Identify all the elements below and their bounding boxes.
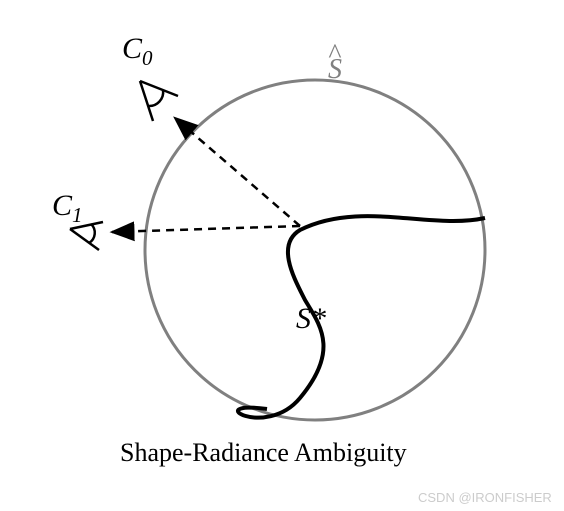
ray-c0 <box>175 118 300 226</box>
diagram-caption: Shape-Radiance Ambiguity <box>120 438 407 468</box>
circle-shat <box>145 80 485 420</box>
watermark-text: CSDN @IRONFISHER <box>418 490 552 505</box>
diagram-svg <box>0 0 564 511</box>
label-shat: S <box>328 54 342 86</box>
camera-c0-icon <box>140 81 178 121</box>
shape-radiance-diagram: C0 C1 S S* Shape-Radiance Ambiguity CSDN… <box>0 0 564 511</box>
ray-c1 <box>112 226 300 232</box>
label-c1: C1 <box>52 189 83 228</box>
s-star-curve <box>238 216 485 417</box>
label-sstar: S* <box>296 302 326 336</box>
label-c0: C0 <box>122 32 153 71</box>
